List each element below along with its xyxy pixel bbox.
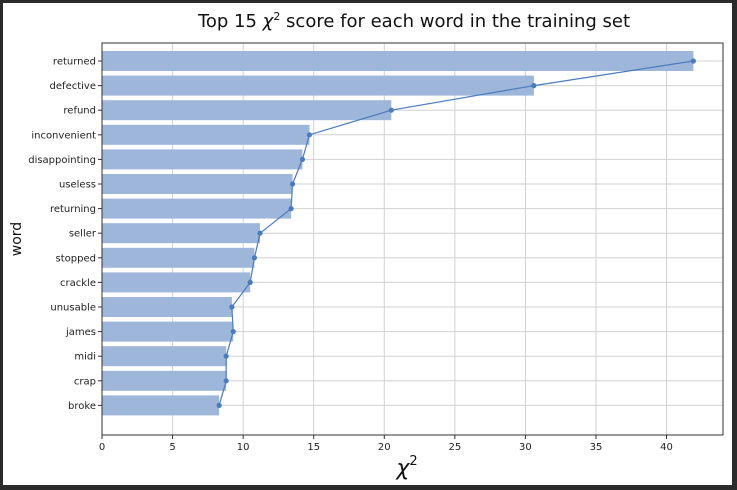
- chart-title: Top 15 χ2 score for each word in the tra…: [197, 10, 630, 32]
- y-tick-label-useless: useless: [59, 180, 96, 191]
- figure-canvas: returned defective refund inconvenient disap…: [3, 3, 732, 485]
- y-tick-label-crap: crap: [74, 376, 96, 387]
- x-tick-label-30: 30: [519, 442, 532, 453]
- x-tick-label-15: 15: [307, 442, 320, 453]
- bar-broke: [102, 395, 220, 416]
- axes: [101, 42, 724, 436]
- bar-refund: [102, 100, 392, 121]
- bar-returning: [102, 198, 292, 219]
- bars: [102, 51, 694, 416]
- point-defective: [531, 83, 537, 89]
- x-tick-label-10: 10: [237, 442, 250, 453]
- x-tick-label-40: 40: [660, 442, 673, 453]
- y-tick-label-refund: refund: [63, 106, 96, 117]
- x-tick-label-20: 20: [378, 442, 391, 453]
- bar-disappointing: [102, 149, 303, 170]
- bar-unusable: [102, 297, 232, 317]
- bar-seller: [102, 223, 261, 244]
- y-tick-label-crackle: crackle: [60, 278, 96, 289]
- bar-inconvenient: [102, 124, 310, 145]
- x-tick-labels: 0 5 10 15 20 25 30 35 40: [99, 435, 673, 453]
- x-axis-label: χ2: [395, 454, 417, 481]
- bar-crackle: [102, 272, 251, 293]
- point-returned: [690, 58, 696, 64]
- y-tick-label-james: james: [65, 327, 96, 338]
- point-useless: [289, 181, 296, 187]
- y-tick-label-seller: seller: [69, 229, 97, 240]
- axes-frame: [101, 42, 724, 436]
- y-axis-label: word: [9, 222, 25, 256]
- y-tick-label-broke: broke: [68, 401, 96, 412]
- point-james: [230, 329, 236, 335]
- y-tick-label-stopped: stopped: [56, 253, 96, 264]
- point-stopped: [251, 255, 258, 261]
- bar-defective: [102, 75, 534, 96]
- bar-crap: [102, 370, 227, 391]
- score-line: [216, 58, 696, 408]
- point-broke: [216, 402, 222, 408]
- bar-james: [102, 321, 234, 342]
- x-tick-label-0: 0: [99, 442, 105, 453]
- point-seller: [257, 230, 263, 236]
- x-tick-label-25: 25: [448, 442, 461, 453]
- point-unusable: [229, 304, 235, 310]
- bar-midi: [102, 346, 227, 367]
- point-inconvenient: [306, 132, 313, 138]
- y-tick-label-returning: returning: [50, 204, 96, 215]
- x-tick-label-5: 5: [169, 442, 175, 453]
- y-tick-label-defective: defective: [50, 81, 96, 92]
- y-tick-label-unusable: unusable: [50, 303, 96, 314]
- bar-stopped: [102, 247, 255, 268]
- y-tick-label-returned: returned: [53, 57, 96, 68]
- y-tick-label-inconvenient: inconvenient: [31, 130, 96, 141]
- point-crackle: [247, 279, 253, 285]
- point-crap: [223, 378, 229, 384]
- point-returning: [288, 206, 294, 212]
- x-tick-label-35: 35: [590, 442, 603, 453]
- point-midi: [223, 353, 229, 359]
- y-tick-label-midi: midi: [74, 352, 96, 363]
- y-tick-labels: returned defective refund inconvenient disap…: [28, 57, 102, 412]
- bar-useless: [102, 174, 293, 194]
- y-tick-label-disappointing: disappointing: [28, 155, 96, 166]
- chi2-bar-chart: returned defective refund inconvenient disap…: [9, 10, 724, 481]
- bar-returned: [102, 51, 694, 71]
- point-disappointing: [299, 156, 306, 162]
- point-refund: [388, 107, 394, 113]
